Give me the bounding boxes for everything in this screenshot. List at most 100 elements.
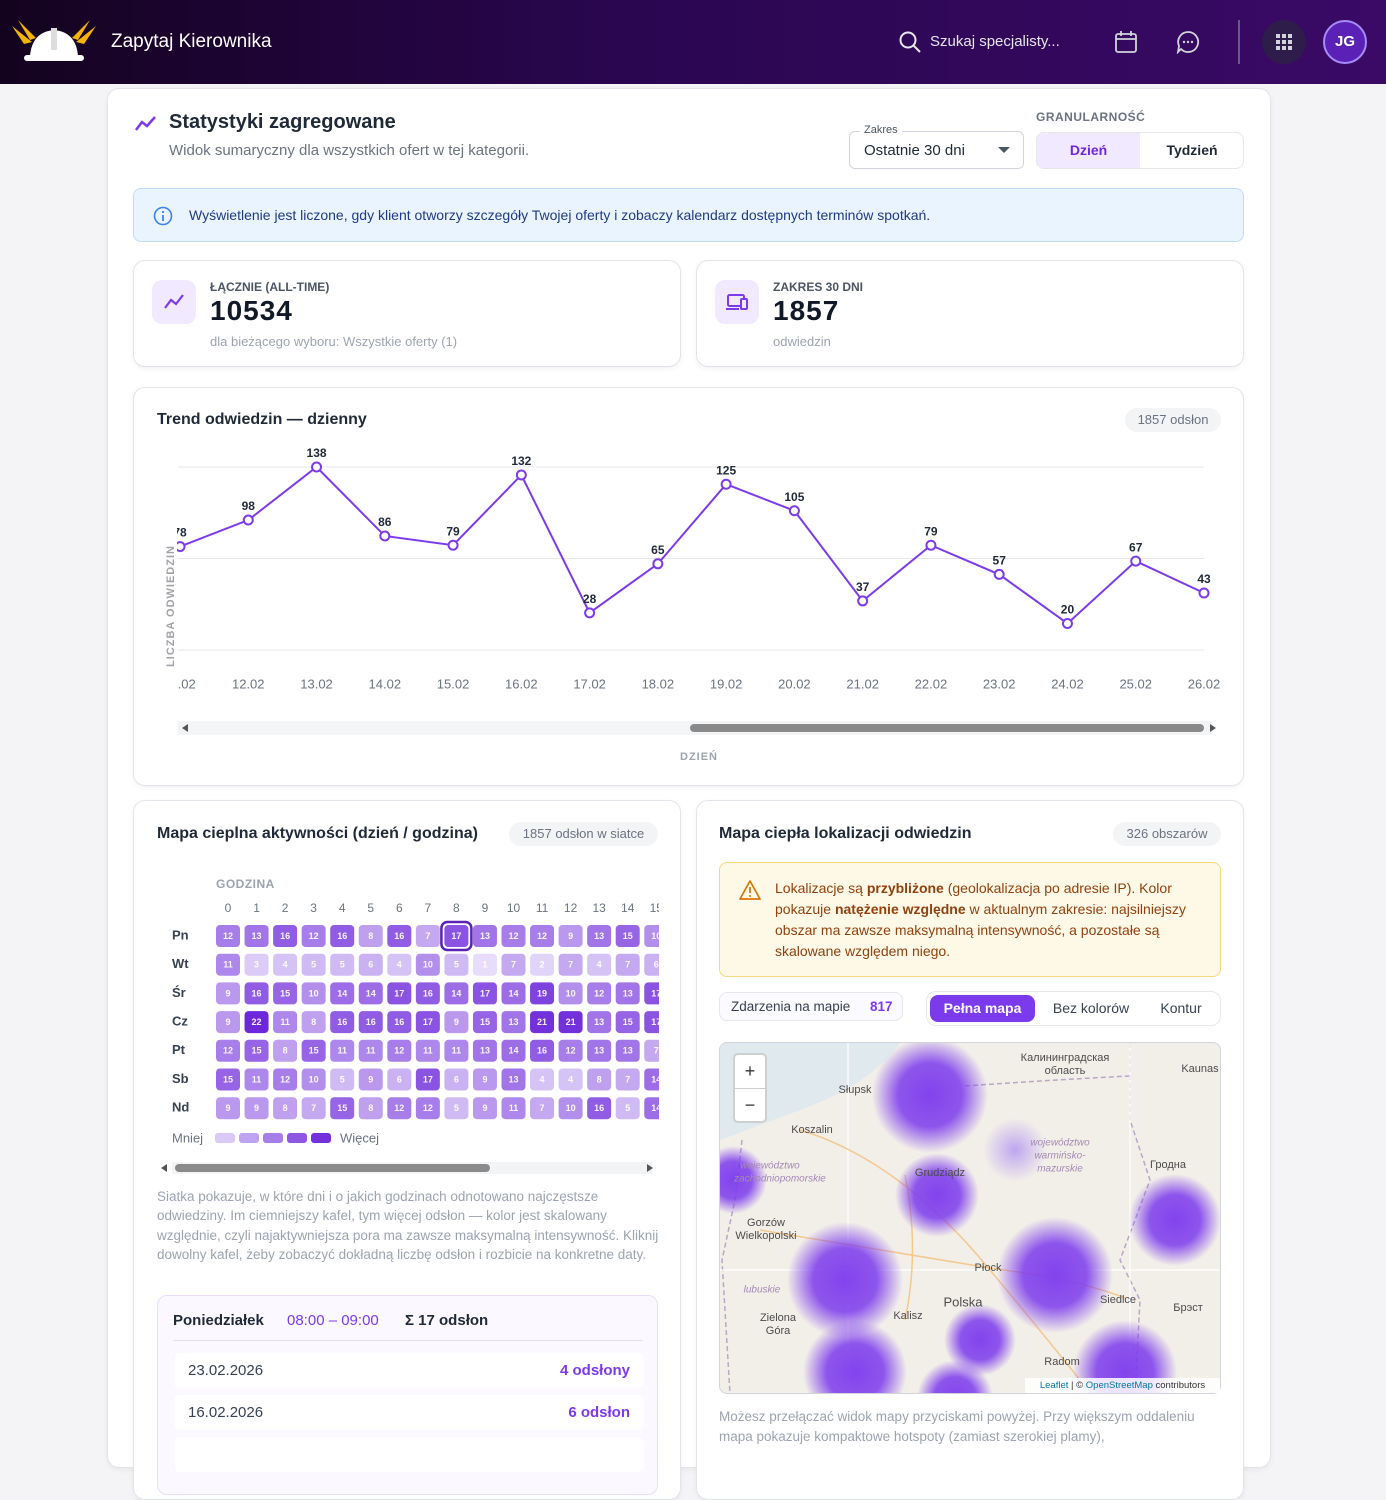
- heat-cell[interactable]: [644, 925, 668, 947]
- heat-cell[interactable]: [558, 1068, 583, 1091]
- heat-cell[interactable]: [472, 1039, 497, 1062]
- heat-cell[interactable]: [358, 953, 383, 976]
- heat-cell[interactable]: [273, 1097, 298, 1120]
- heat-cell[interactable]: [301, 1011, 326, 1034]
- heat-cell[interactable]: [530, 1039, 555, 1062]
- mode-button[interactable]: Bez kolorów: [1052, 1000, 1130, 1016]
- heat-cell[interactable]: [615, 925, 640, 947]
- heat-cell[interactable]: [244, 1011, 269, 1034]
- heat-cell[interactable]: [387, 1039, 412, 1062]
- heat-cell[interactable]: [330, 982, 355, 1005]
- heat-cell[interactable]: [415, 1097, 440, 1120]
- heat-cell[interactable]: [330, 1011, 355, 1034]
- heat-cell[interactable]: [530, 1097, 555, 1120]
- apps-button[interactable]: [1262, 20, 1306, 64]
- heat-cell[interactable]: [415, 925, 440, 947]
- heat-cell[interactable]: [301, 1097, 326, 1120]
- heat-cell[interactable]: [444, 1097, 469, 1120]
- heat-cell[interactable]: [216, 1011, 240, 1034]
- heat-cell[interactable]: [530, 953, 555, 976]
- heat-cell[interactable]: [387, 1011, 412, 1034]
- heat-cell[interactable]: [330, 1039, 355, 1062]
- heat-cell[interactable]: [244, 953, 269, 976]
- heat-cell[interactable]: [387, 1068, 412, 1091]
- heat-cell[interactable]: [358, 1097, 383, 1120]
- heat-cell[interactable]: [273, 953, 298, 976]
- heat-cell[interactable]: [330, 1097, 355, 1120]
- heat-cell[interactable]: [216, 953, 240, 976]
- heat-cell[interactable]: [415, 1039, 440, 1062]
- heat-cell[interactable]: [501, 1068, 526, 1091]
- heat-cell[interactable]: [387, 925, 412, 947]
- heat-cell[interactable]: [587, 1097, 612, 1120]
- heat-cell[interactable]: [387, 1097, 412, 1120]
- avatar[interactable]: JG: [1323, 20, 1367, 64]
- heat-cell[interactable]: [301, 953, 326, 976]
- heat-cell[interactable]: [358, 925, 383, 947]
- heat-cell[interactable]: [273, 1011, 298, 1034]
- heat-cell[interactable]: [644, 953, 668, 976]
- heat-cell[interactable]: [472, 925, 497, 947]
- heat-cell[interactable]: [558, 925, 583, 947]
- heat-cell[interactable]: [644, 1068, 668, 1091]
- heat-cell[interactable]: [587, 1011, 612, 1034]
- heat-cell[interactable]: [615, 953, 640, 976]
- heat-cell[interactable]: [330, 1068, 355, 1091]
- heat-cell[interactable]: [415, 982, 440, 1005]
- granularity-day[interactable]: Dzień: [1037, 133, 1140, 168]
- heat-cell[interactable]: [587, 925, 612, 947]
- heat-cell[interactable]: [558, 1097, 583, 1120]
- heat-cell[interactable]: [387, 953, 412, 976]
- heat-cell[interactable]: [216, 1068, 240, 1091]
- heat-cell[interactable]: [615, 982, 640, 1005]
- heat-cell[interactable]: [530, 1011, 555, 1034]
- heat-cell[interactable]: [415, 1068, 440, 1091]
- heat-cell[interactable]: [415, 953, 440, 976]
- mode-button[interactable]: Pełna mapa: [930, 995, 1035, 1022]
- search-input[interactable]: Szukaj specjalisty...: [930, 33, 1060, 50]
- heat-cell[interactable]: [615, 1097, 640, 1120]
- heat-cell[interactable]: [415, 1011, 440, 1034]
- heat-cell[interactable]: [216, 925, 240, 947]
- heat-cell[interactable]: [273, 1068, 298, 1091]
- heat-cell[interactable]: [472, 953, 497, 976]
- heat-cell[interactable]: [472, 982, 497, 1005]
- heat-cell[interactable]: [587, 1068, 612, 1091]
- heat-cell[interactable]: [558, 953, 583, 976]
- heat-cell[interactable]: [358, 1068, 383, 1091]
- heat-cell[interactable]: [472, 1068, 497, 1091]
- heat-cell[interactable]: [501, 982, 526, 1005]
- heat-cell[interactable]: [587, 982, 612, 1005]
- heat-cell[interactable]: [301, 982, 326, 1005]
- heat-cell[interactable]: [615, 1039, 640, 1062]
- range-select[interactable]: Zakres Ostatnie 30 dni: [849, 124, 1024, 169]
- heat-cell[interactable]: [644, 982, 668, 1005]
- heat-cell[interactable]: [501, 1011, 526, 1034]
- heat-cell[interactable]: [530, 1068, 555, 1091]
- heat-cell[interactable]: [301, 1068, 326, 1091]
- heat-cell[interactable]: [244, 1039, 269, 1062]
- zoom-in[interactable]: +: [735, 1055, 765, 1089]
- search-icon[interactable]: [898, 30, 922, 54]
- heat-cell[interactable]: [501, 925, 526, 947]
- heat-cell[interactable]: [444, 1039, 469, 1062]
- heat-cell[interactable]: [501, 953, 526, 976]
- heat-cell[interactable]: [301, 1039, 326, 1062]
- heat-cell[interactable]: [644, 1097, 668, 1120]
- heat-cell[interactable]: [558, 1011, 583, 1034]
- heat-cell[interactable]: [530, 982, 555, 1005]
- heat-cell[interactable]: [358, 982, 383, 1005]
- zoom-out[interactable]: −: [744, 1095, 756, 1115]
- heat-cell[interactable]: [444, 925, 469, 947]
- heat-cell[interactable]: [244, 925, 269, 947]
- heat-cell[interactable]: [558, 982, 583, 1005]
- heat-cell[interactable]: [472, 1011, 497, 1034]
- heat-cell[interactable]: [501, 1039, 526, 1062]
- heat-cell[interactable]: [301, 925, 326, 947]
- heat-cell[interactable]: [472, 1097, 497, 1120]
- heat-cell[interactable]: [444, 1068, 469, 1091]
- heat-cell[interactable]: [558, 1039, 583, 1062]
- heat-cell[interactable]: [244, 1097, 269, 1120]
- granularity-week[interactable]: Tydzień: [1166, 142, 1218, 158]
- attribution-link[interactable]: OpenStreetMap: [1085, 1380, 1153, 1391]
